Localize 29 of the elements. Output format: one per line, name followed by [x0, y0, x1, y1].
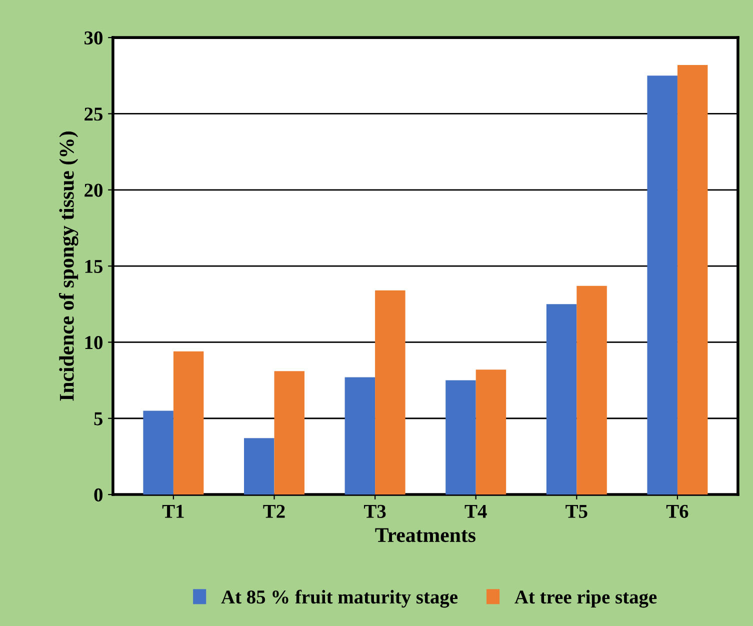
y-tick-label: 15	[85, 260, 103, 273]
bar	[344, 377, 376, 495]
x-axis-title: Treatments	[375, 528, 476, 542]
bar	[446, 380, 476, 495]
legend-label: At tree ripe stage	[514, 590, 657, 608]
bar	[677, 64, 708, 495]
bar	[274, 371, 304, 495]
x-tick-label: T5	[566, 505, 588, 518]
legend-label: At 85 % fruit maturity stage	[221, 590, 458, 608]
y-tick-label: 0	[94, 488, 102, 502]
x-tick-label: T2	[263, 504, 285, 518]
bar	[576, 286, 607, 495]
y-tick-label: 30	[84, 31, 102, 44]
bar	[375, 290, 406, 495]
bar	[647, 76, 678, 495]
bar	[143, 410, 174, 495]
bar	[244, 438, 274, 495]
bar	[546, 304, 577, 495]
y-axis-title: Incidence of spongy tissue (%)	[58, 132, 78, 401]
y-tick-label: 20	[84, 184, 102, 197]
x-tick-label: T1	[162, 504, 184, 518]
x-tick-label: T3	[364, 504, 386, 518]
y-tick-label: 5	[94, 412, 103, 426]
x-tick-label: T6	[666, 504, 688, 518]
x-tick-label: T4	[464, 504, 487, 518]
bar	[476, 370, 506, 495]
y-tick-label: 25	[84, 108, 103, 121]
y-tick-label: 10	[85, 336, 102, 350]
bar	[173, 351, 204, 495]
